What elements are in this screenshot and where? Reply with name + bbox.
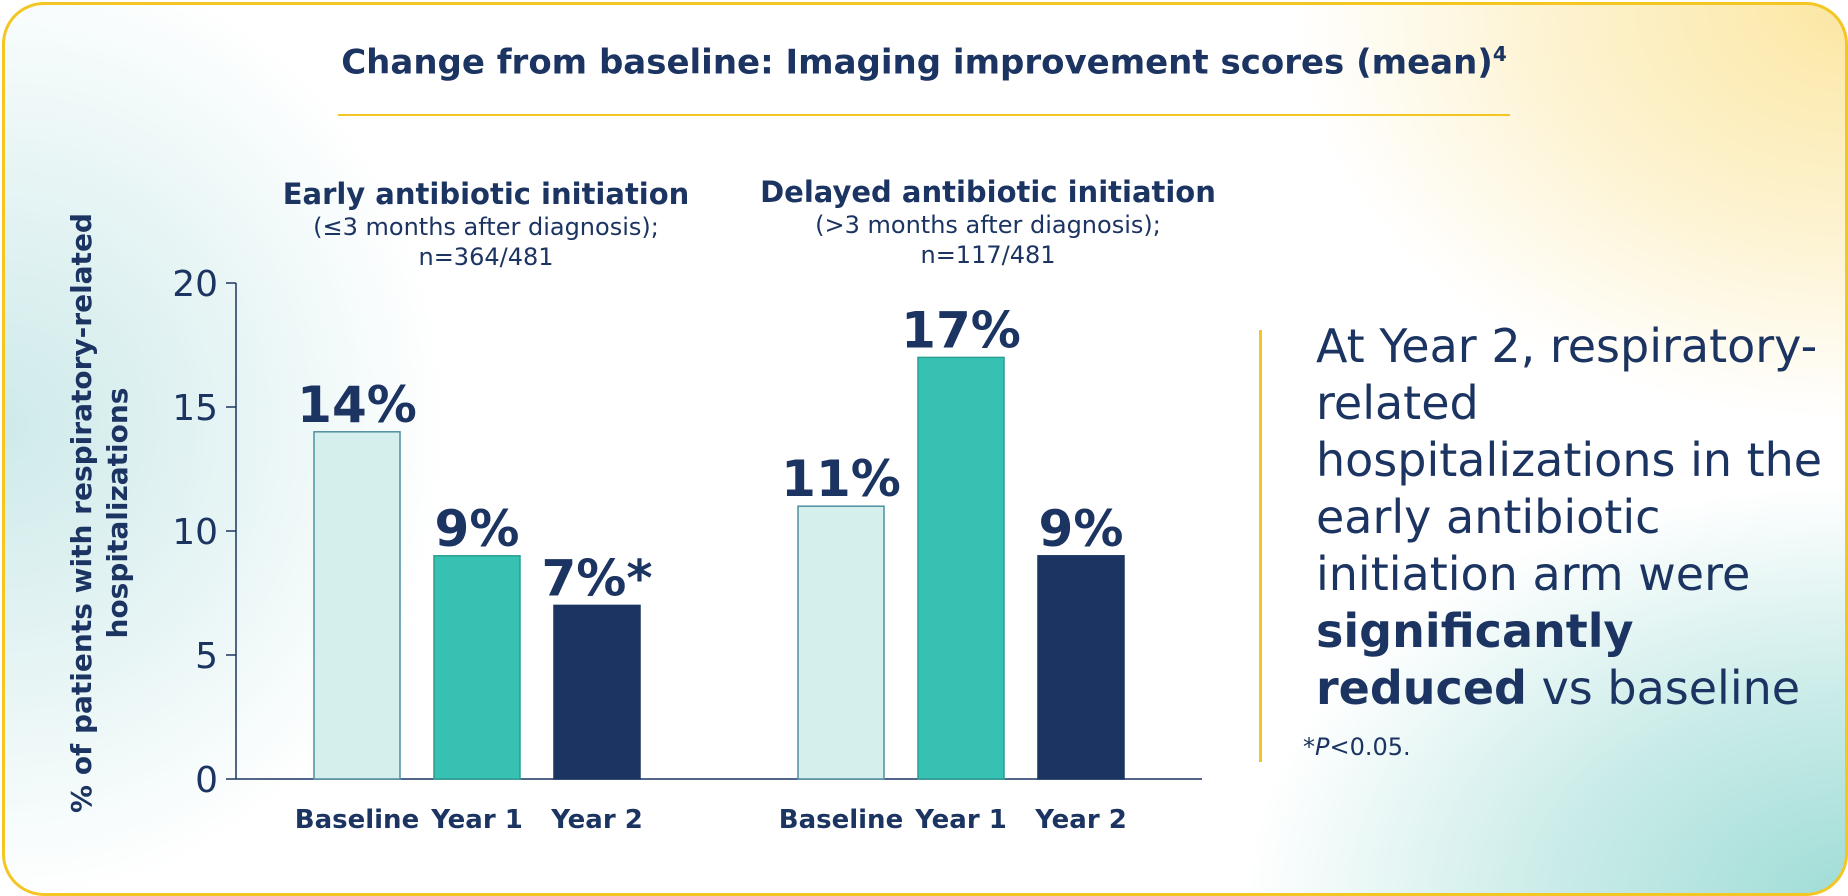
x-category-label: Year 1: [430, 805, 523, 835]
bar-data-label: 9%: [1039, 500, 1124, 558]
x-category-label: Year 2: [550, 805, 643, 835]
bar-data-label: 14%: [297, 376, 417, 434]
bar-early-baseline: [313, 431, 401, 780]
title-divider: [338, 114, 1510, 116]
bar-delayed-year-1: [917, 356, 1005, 780]
callout-text: At Year 2, respiratory-related hospitali…: [1316, 319, 1823, 715]
group-n: n=117/481: [920, 241, 1056, 269]
chart-title: Change from baseline: Imaging improvemen…: [341, 42, 1507, 83]
bar-early-year-2: [553, 604, 641, 780]
bar-delayed-year-2: [1037, 555, 1125, 780]
bar-data-label: 9%: [435, 500, 520, 558]
x-category-label: Year 1: [914, 805, 1007, 835]
bar-delayed-baseline: [797, 505, 885, 780]
y-tick-label: 5: [195, 636, 218, 677]
bar-data-label: 7%*: [541, 549, 652, 607]
x-category-label: Year 2: [1034, 805, 1127, 835]
bar-early-year-1: [433, 555, 521, 780]
callout-divider: [1259, 330, 1262, 762]
x-category-label: Baseline: [779, 805, 903, 835]
group-header-delayed: Delayed antibiotic initiation (>3 months…: [738, 174, 1238, 270]
group-title: Delayed antibiotic initiation: [760, 175, 1216, 209]
x-category-label: Baseline: [295, 805, 419, 835]
bar-data-label: 17%: [901, 301, 1021, 359]
title-reference: 4: [1492, 42, 1507, 66]
group-subtitle: (>3 months after diagnosis);: [815, 211, 1161, 239]
y-tick-label: 20: [172, 264, 218, 305]
y-tick-label: 15: [172, 388, 218, 429]
group-title: Early antibiotic initiation: [282, 177, 690, 211]
y-tick-label: 10: [172, 512, 218, 553]
group-n: n=364/481: [418, 243, 554, 271]
group-subtitle: (≤3 months after diagnosis);: [313, 213, 659, 241]
bar-data-label: 11%: [781, 450, 901, 508]
footnote: *P<0.05.: [1303, 733, 1411, 761]
y-tick-label: 0: [195, 760, 218, 801]
group-header-early: Early antibiotic initiation (≤3 months a…: [256, 176, 716, 272]
callout-emphasis: significantly reduced: [1316, 604, 1634, 715]
